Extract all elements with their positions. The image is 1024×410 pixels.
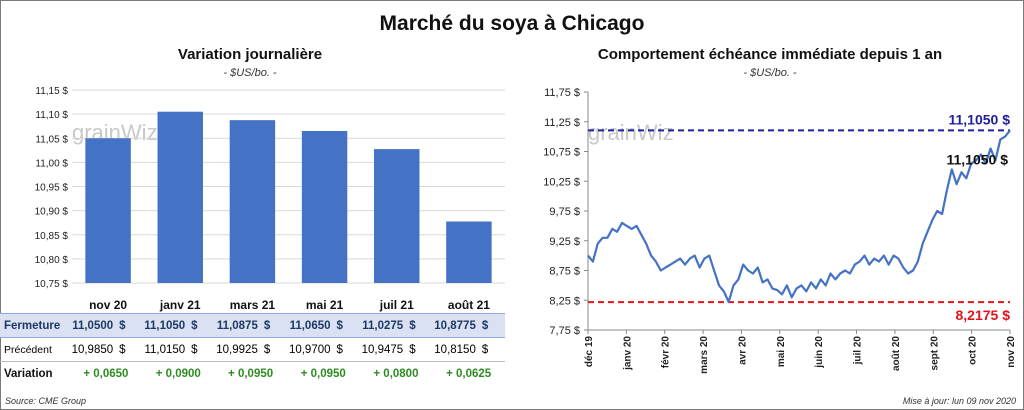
y-tick-label: 8,75 $ xyxy=(549,266,580,278)
bar xyxy=(374,149,420,283)
table-row-fermeture: Fermeture 11,0500 $ 11,1050 $ 11,0875 $ 11,… xyxy=(0,313,505,338)
y-tick-label: 10,75 $ xyxy=(35,279,69,290)
currency-symbol: $ xyxy=(332,337,360,362)
table-cell: + 0,0950 xyxy=(228,367,274,380)
source-note: Source: CME Group xyxy=(5,396,87,406)
y-tick-label: 7,75 $ xyxy=(549,325,580,337)
y-tick-label: 8,25 $ xyxy=(549,295,580,307)
table-cell: + 0,0900 xyxy=(155,367,201,380)
table-cell: 11,1050 xyxy=(142,313,188,338)
currency-symbol: $ xyxy=(332,313,360,338)
price-series-line xyxy=(587,129,1011,304)
table-cell: + 0,0950 xyxy=(300,367,346,380)
x-tick-label: juil 20 xyxy=(853,336,864,366)
x-tick-label: avr 20 xyxy=(737,336,748,365)
y-tick-label: 11,75 $ xyxy=(544,87,580,99)
table-cell: 11,0150 xyxy=(142,337,188,362)
bar xyxy=(446,221,492,283)
table-row-precedent: Précédent 10,9850 $ 11,0150 $ 10,9925 $ 10,… xyxy=(0,337,505,362)
bar-chart: grainWiz 10,75 $10,80 $10,85 $10,90 $10,… xyxy=(35,86,505,312)
row-label: Précédent xyxy=(0,337,70,362)
x-tick-label: nov 20 xyxy=(1006,336,1017,368)
currency-symbol: $ xyxy=(405,313,433,338)
bar-chart-unit: - $US/bo. - xyxy=(223,67,277,79)
y-tick-label: 10,90 $ xyxy=(35,207,69,218)
price-table: Fermeture 11,0500 $ 11,1050 $ 11,0875 $ 11,… xyxy=(0,313,505,385)
y-tick-label: 9,75 $ xyxy=(549,206,580,218)
table-cell: 11,0500 xyxy=(69,313,116,338)
table-cell: 11,0275 xyxy=(359,313,406,338)
x-tick-label: juil 21 xyxy=(379,298,414,312)
x-tick-label: oct 20 xyxy=(968,336,979,365)
currency-symbol: $ xyxy=(187,337,215,362)
bar-chart-title: Variation journalière xyxy=(177,46,323,63)
y-tick-label: 11,00 $ xyxy=(35,158,68,169)
y-tick-label: 11,25 $ xyxy=(544,117,580,129)
x-tick-label: août 20 xyxy=(891,336,902,371)
table-cell: + 0,0650 xyxy=(83,367,129,380)
update-note: Mise à jour: lun 09 nov 2020 xyxy=(902,396,1016,406)
table-cell: 10,9475 xyxy=(359,337,406,362)
y-tick-label: 11,15 $ xyxy=(35,86,68,97)
x-tick-label: nov 20 xyxy=(89,298,127,312)
currency-symbol: $ xyxy=(115,313,143,338)
currency-symbol: $ xyxy=(259,313,287,338)
table-cell: 10,8150 xyxy=(432,337,478,362)
table-cell: 11,0650 xyxy=(286,313,333,338)
y-tick-label: 10,75 $ xyxy=(543,147,580,159)
y-tick-label: 9,25 $ xyxy=(549,236,580,248)
x-tick-label: mai 20 xyxy=(776,336,787,368)
line-chart-unit: - $US/bo. - xyxy=(743,67,797,79)
table-cell: 10,8775 xyxy=(432,313,478,338)
x-tick-label: janv 21 xyxy=(159,298,201,312)
table-cell: 10,9925 xyxy=(214,337,260,362)
line-chart: grainWiz 7,75 $ 8,25 $ 8,75 $ 9,25 $ 9,75 $ 1… xyxy=(543,87,1017,374)
x-tick-label: juin 20 xyxy=(814,336,825,369)
currency-symbol: $ xyxy=(115,337,143,362)
x-tick-label: janv 20 xyxy=(622,336,633,371)
y-tick-label: 10,85 $ xyxy=(35,231,69,242)
x-tick-label: févr 20 xyxy=(661,336,672,369)
high-label: 11,1050 $ xyxy=(948,111,1010,127)
y-tick-label: 10,95 $ xyxy=(35,183,69,194)
x-tick-label: mai 21 xyxy=(306,298,344,312)
table-cell: 11,0875 xyxy=(214,313,260,338)
table-cell: + 0,0625 xyxy=(446,367,492,380)
x-tick-label: sept 20 xyxy=(929,336,940,371)
last-value-label: 11,1050 $ xyxy=(946,151,1008,167)
table-cell: 10,9850 xyxy=(69,337,116,362)
x-tick-label: mars 21 xyxy=(230,298,276,312)
row-label: Fermeture xyxy=(0,313,70,338)
currency-symbol: $ xyxy=(405,337,433,362)
line-chart-title: Comportement échéance immédiate depuis 1… xyxy=(597,46,943,63)
bar xyxy=(85,138,131,283)
line-chart-watermark: grainWiz xyxy=(588,120,674,145)
page-title: Marché du soya à Chicago xyxy=(379,12,645,35)
y-tick-label: 10,80 $ xyxy=(35,255,69,266)
x-tick-label: mars 20 xyxy=(699,336,710,374)
bar xyxy=(229,120,276,283)
table-row-variation: Variation + 0,0650 + 0,0900 + 0,0950 + 0… xyxy=(0,362,505,386)
y-tick-label: 10,25 $ xyxy=(543,176,580,188)
low-label: 8,2175 $ xyxy=(956,307,1011,323)
x-tick-label: août 21 xyxy=(448,298,490,312)
bar xyxy=(301,131,348,283)
bar xyxy=(157,111,203,284)
y-tick-label: 11,05 $ xyxy=(35,134,68,145)
currency-symbol: $ xyxy=(477,337,505,362)
table-cell: 10,9700 xyxy=(286,337,333,362)
currency-symbol: $ xyxy=(259,337,287,362)
table-cell: + 0,0800 xyxy=(373,367,419,380)
x-tick-label: déc 19 xyxy=(584,336,595,368)
currency-symbol: $ xyxy=(187,313,215,338)
row-label: Variation xyxy=(4,367,53,380)
currency-symbol: $ xyxy=(477,313,505,338)
y-tick-label: 11,10 $ xyxy=(35,110,68,121)
